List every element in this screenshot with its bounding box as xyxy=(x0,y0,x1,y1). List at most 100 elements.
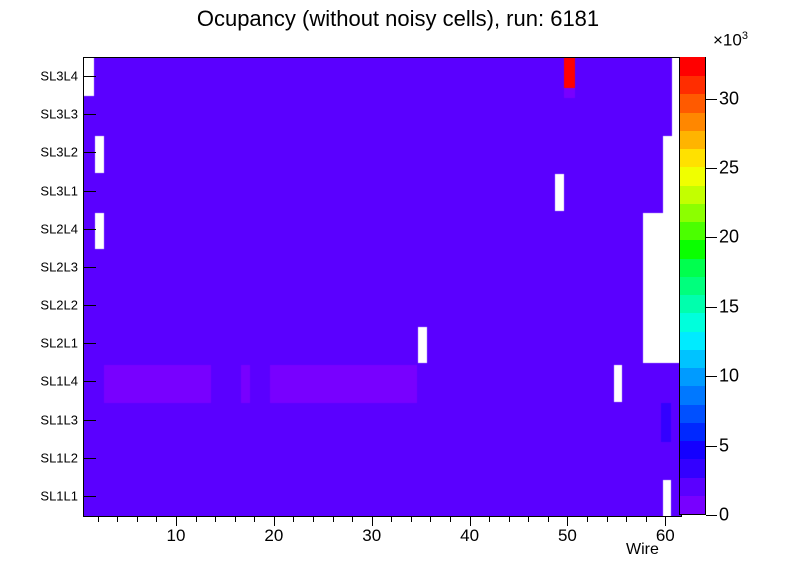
colorbar-band xyxy=(680,330,705,350)
colorbar-band xyxy=(680,439,705,460)
x-axis-minor-tick xyxy=(548,516,549,522)
x-axis-minor-tick xyxy=(391,516,392,522)
colorbar-band xyxy=(680,129,705,150)
colorbar-band xyxy=(680,403,705,423)
y-axis-label-sl3l4: SL3L4 xyxy=(40,68,78,84)
colorbar-band xyxy=(680,184,705,204)
x-axis-minor-tick xyxy=(215,516,216,522)
x-axis-minor-tick xyxy=(509,516,510,522)
colorbar-band xyxy=(680,166,705,186)
x-axis-major-tick xyxy=(372,516,373,526)
y-axis-tick xyxy=(84,420,96,421)
colorbar-band xyxy=(680,111,705,131)
colorbar-band xyxy=(680,494,705,514)
x-axis-minor-tick xyxy=(430,516,431,522)
x-axis-minor-tick xyxy=(450,516,451,522)
y-axis-label-sl1l2: SL1L2 xyxy=(40,450,78,466)
x-axis-label-50: 50 xyxy=(557,526,577,545)
colorbar-tick xyxy=(706,376,717,377)
colorbar-label-0: 0 xyxy=(719,504,730,525)
x-axis-minor-tick xyxy=(254,516,255,522)
colorbar-label-30: 30 xyxy=(719,88,740,109)
y-axis-tick xyxy=(84,305,96,306)
colorbar-band xyxy=(680,476,705,496)
heatmap-plot-area xyxy=(83,57,682,517)
x-axis-minor-tick xyxy=(646,516,647,522)
colorbar-band xyxy=(680,312,705,332)
colorbar-label-10: 10 xyxy=(719,365,740,386)
x-axis-major-tick xyxy=(567,516,568,526)
x-axis-minor-tick xyxy=(411,516,412,522)
y-axis-label-sl2l2: SL2L2 xyxy=(40,297,78,313)
y-axis-tick xyxy=(84,343,96,344)
colorbar-band xyxy=(680,202,705,223)
colorbar-band xyxy=(680,458,705,478)
y-axis-label-sl1l4: SL1L4 xyxy=(40,373,78,389)
x-axis-title: Wire xyxy=(626,541,659,558)
colorbar-band xyxy=(680,75,705,95)
y-axis-tick xyxy=(84,191,96,192)
y-axis-tick xyxy=(84,152,96,153)
colorbar-band xyxy=(680,348,705,369)
x-axis-minor-tick xyxy=(333,516,334,522)
colorbar-band xyxy=(680,366,705,387)
y-axis-label-sl1l3: SL1L3 xyxy=(40,412,78,428)
colorbar-multiplier-exponent: 3 xyxy=(741,30,748,42)
x-axis-label-10: 10 xyxy=(166,526,186,545)
y-axis-labels: SL1L1 SL1L2 SL1L3 SL1L4 SL2L1 SL2L2 SL2L3 SL2L4… xyxy=(14,57,78,515)
y-axis-tick xyxy=(84,381,96,382)
x-axis-minor-tick xyxy=(528,516,529,522)
y-axis-tick xyxy=(84,114,96,115)
y-axis-tick xyxy=(84,458,96,459)
x-axis-ticks xyxy=(83,516,682,528)
colorbar-ticks xyxy=(706,57,720,516)
x-axis-minor-tick xyxy=(235,516,236,522)
colorbar-multiplier: ×103 xyxy=(713,30,748,50)
colorbar-label-5: 5 xyxy=(719,435,730,456)
colorbar-band xyxy=(680,56,705,77)
x-axis-minor-tick xyxy=(156,516,157,522)
x-axis-minor-tick xyxy=(352,516,353,522)
colorbar xyxy=(679,56,706,515)
colorbar-band xyxy=(680,221,705,241)
colorbar-tick xyxy=(706,515,717,516)
y-axis-label-sl3l1: SL3L1 xyxy=(40,183,78,199)
x-axis-minor-tick xyxy=(98,516,99,522)
y-axis-label-sl2l1: SL2L1 xyxy=(40,335,78,351)
x-axis-minor-tick xyxy=(117,516,118,522)
colorbar-band xyxy=(680,257,705,277)
y-axis-tick xyxy=(84,229,96,230)
colorbar-tick xyxy=(706,168,717,169)
colorbar-tick xyxy=(706,237,717,238)
y-axis-label-sl1l1: SL1L1 xyxy=(40,488,78,504)
colorbar-band xyxy=(680,275,705,296)
chart-title: Ocupancy (without noisy cells), run: 618… xyxy=(196,6,600,31)
colorbar-tick xyxy=(706,99,717,100)
x-axis-label-60: 60 xyxy=(655,526,675,545)
y-axis-label-sl3l2: SL3L2 xyxy=(40,144,78,160)
colorbar-band xyxy=(680,294,705,314)
colorbar-label-25: 25 xyxy=(719,157,740,178)
x-axis-minor-tick xyxy=(293,516,294,522)
x-axis-minor-tick xyxy=(313,516,314,522)
x-axis-minor-tick xyxy=(587,516,588,522)
y-axis-label-sl2l3: SL2L3 xyxy=(40,259,78,275)
colorbar-tick xyxy=(706,446,717,447)
x-axis-minor-tick xyxy=(489,516,490,522)
colorbar-tick xyxy=(706,307,717,308)
x-axis-minor-tick xyxy=(626,516,627,522)
x-axis-minor-tick xyxy=(607,516,608,522)
colorbar-label-15: 15 xyxy=(719,296,740,317)
x-axis-major-tick xyxy=(274,516,275,526)
x-axis-label-30: 30 xyxy=(362,526,382,545)
x-axis-minor-tick xyxy=(196,516,197,522)
y-axis-tick xyxy=(84,267,96,268)
x-axis-label-40: 40 xyxy=(460,526,480,545)
x-axis-label-20: 20 xyxy=(264,526,284,545)
y-axis-label-sl3l3: SL3L3 xyxy=(40,106,78,122)
x-axis-minor-tick xyxy=(137,516,138,522)
x-axis-major-tick xyxy=(470,516,471,526)
colorbar-labels: 0 5 10 15 20 25 30 xyxy=(719,57,789,524)
colorbar-band xyxy=(680,385,705,405)
